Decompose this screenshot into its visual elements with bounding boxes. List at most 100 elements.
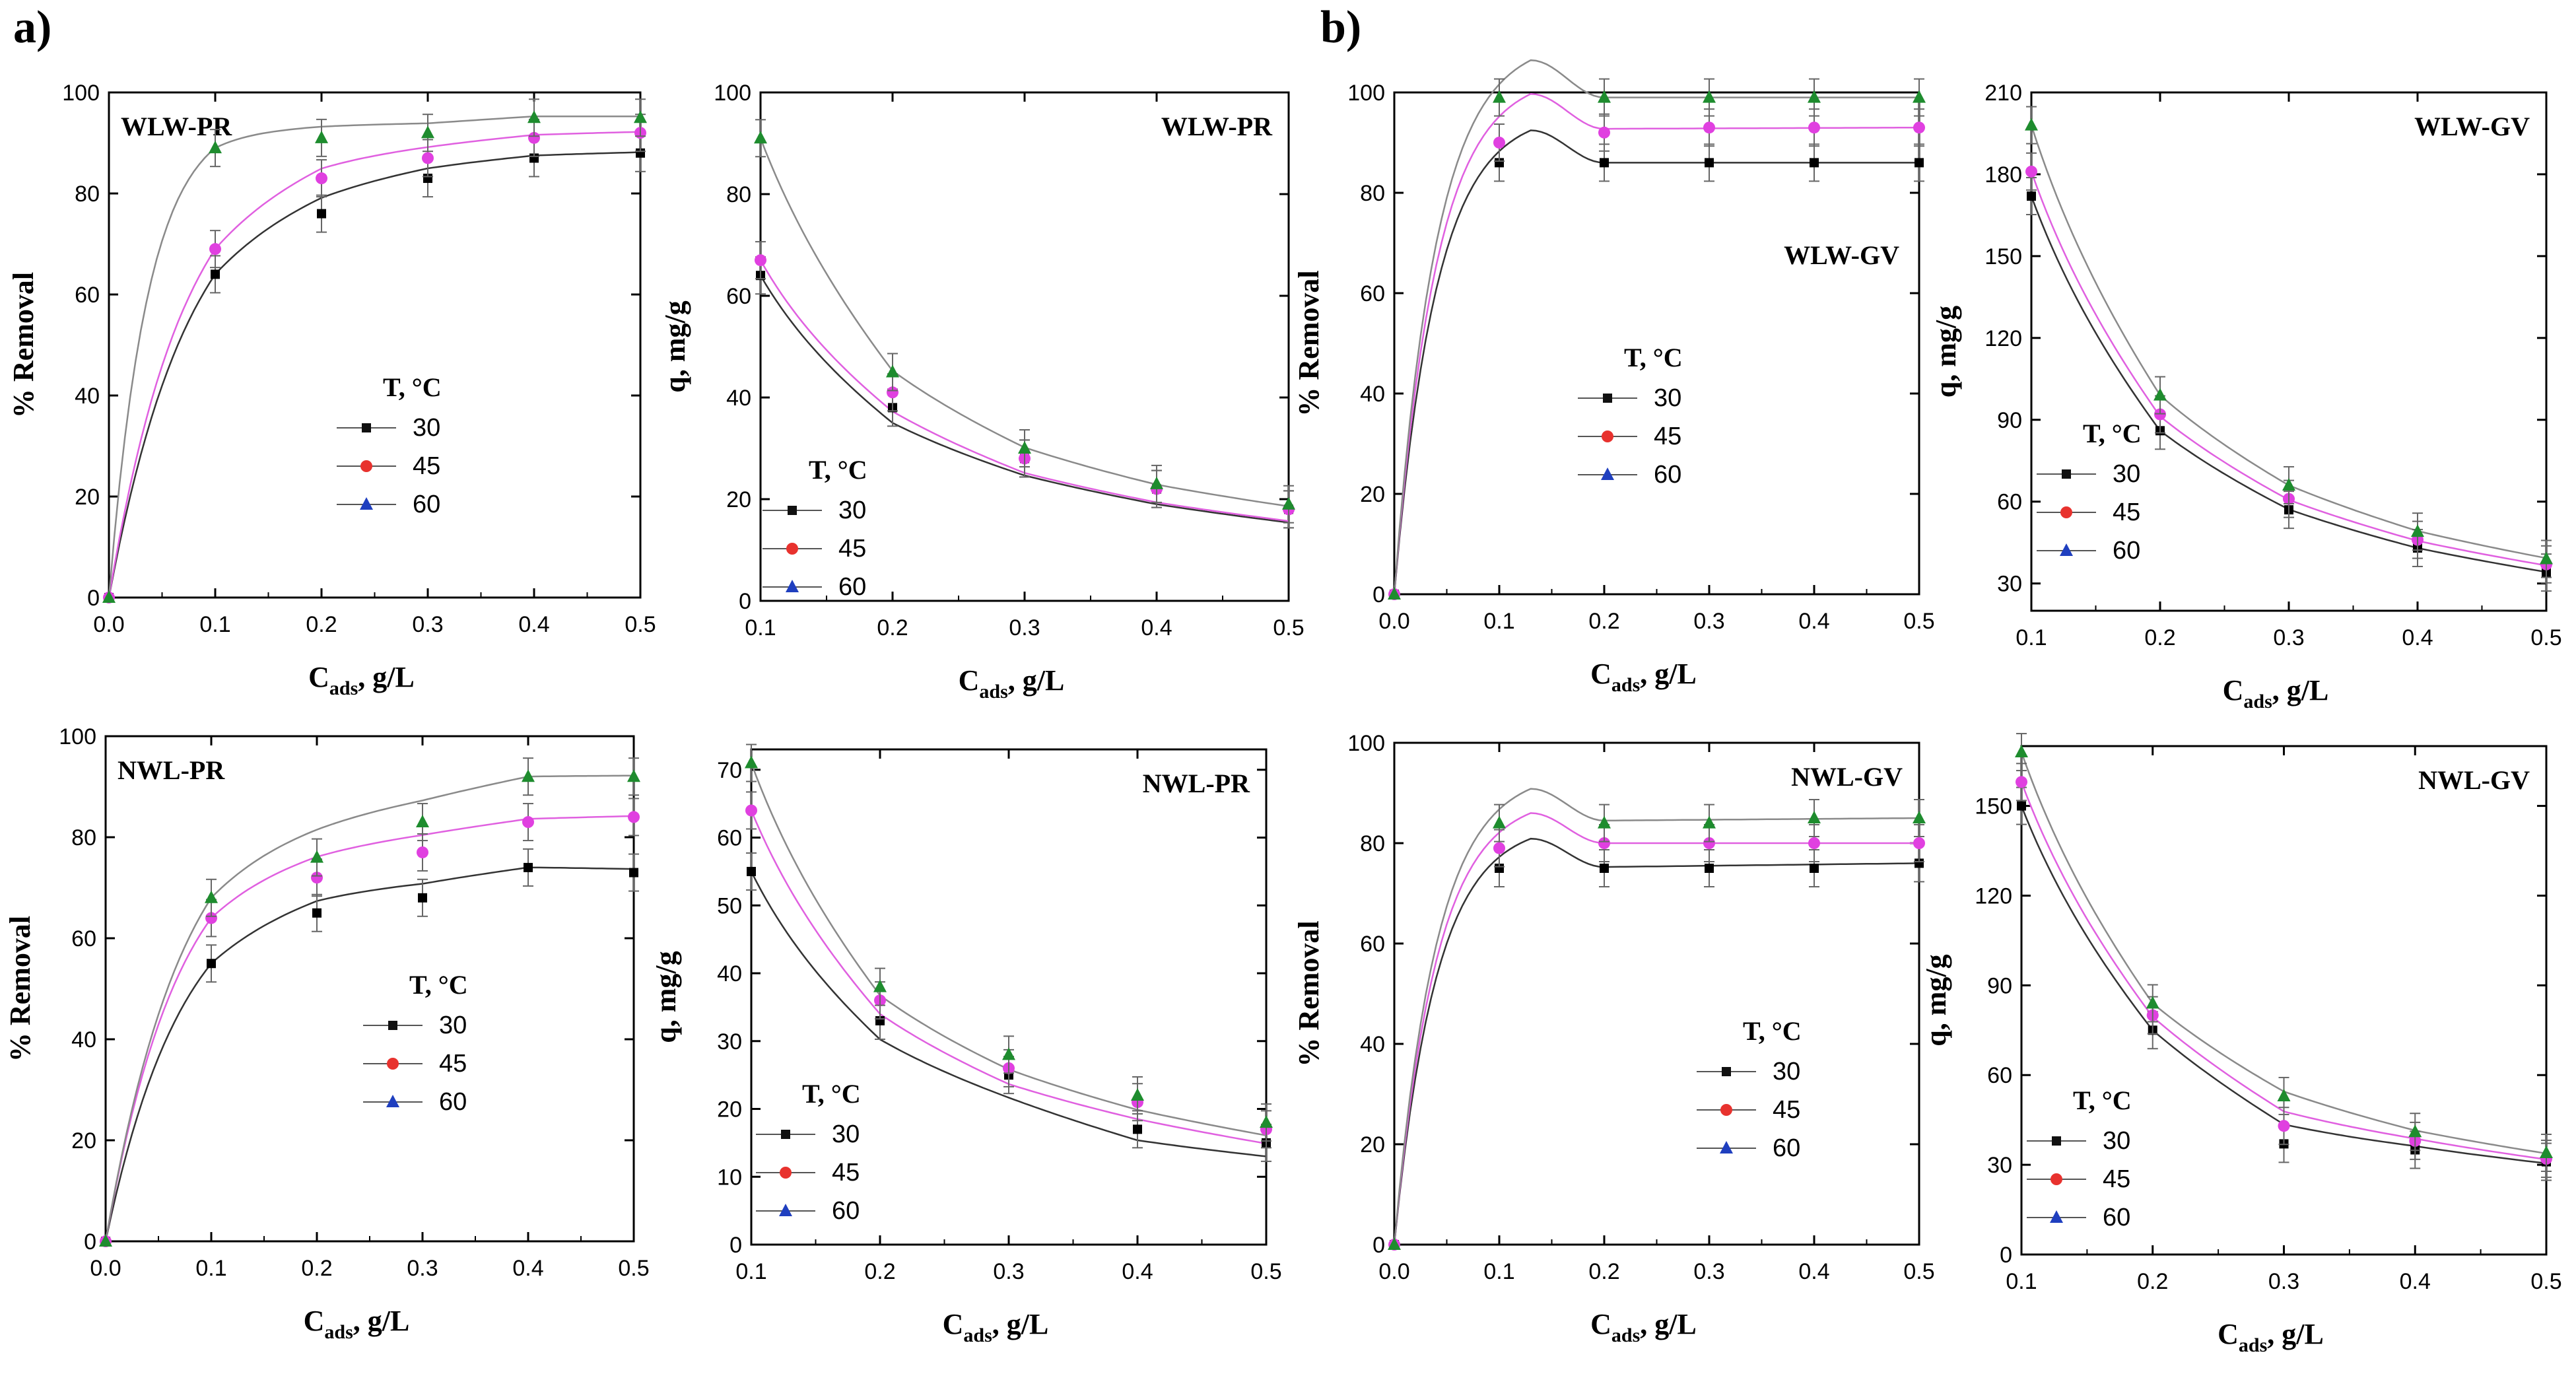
data-point-30 xyxy=(2017,801,2026,811)
x-tick-label: 0.4 xyxy=(1798,1259,1829,1284)
data-point-45 xyxy=(1598,837,1610,849)
legend-label-45: 45 xyxy=(1654,423,1681,450)
panel-label-b: b) xyxy=(1320,2,1362,53)
chart-b-bottom-left: 0.0 0.1 0.2 0.3 0.4 0.5 0 20 40 60 80 100 Cads, g/L%… xyxy=(1293,731,1935,1346)
x-tick-label: 0.1 xyxy=(745,615,776,640)
y-axis-label: % Removal xyxy=(7,272,40,418)
legend-label-60: 60 xyxy=(2113,537,2140,565)
y-tick-label: 60 xyxy=(1360,281,1385,306)
data-point-60 xyxy=(205,890,218,903)
data-point-60 xyxy=(1018,441,1031,454)
data-point-60 xyxy=(1388,587,1401,600)
legend: T, °C 30 45 60 xyxy=(2037,419,2142,565)
y-axis-label: % Removal xyxy=(1293,270,1325,416)
x-tick-label: 0.4 xyxy=(1798,609,1829,634)
data-point-45 xyxy=(2016,776,2027,788)
legend-label-30: 30 xyxy=(2113,460,2140,488)
x-tick-label: 0.5 xyxy=(1903,609,1934,634)
x-tick-label: 0.3 xyxy=(407,1256,438,1281)
plot-frame xyxy=(750,748,1268,1246)
legend-label-45: 45 xyxy=(413,452,440,480)
series-line-30 xyxy=(759,275,1289,524)
legend-label-60: 60 xyxy=(1654,461,1681,489)
x-axis-label: Cads, g/L xyxy=(1590,1308,1697,1346)
legend-marker-60 xyxy=(2050,1210,2063,1223)
legend-label-45: 45 xyxy=(439,1050,467,1078)
series-line-45 xyxy=(108,131,641,598)
data-point-30 xyxy=(1810,864,1819,873)
y-tick-label: 80 xyxy=(71,825,96,850)
data-point-60 xyxy=(754,131,767,144)
series-line-30 xyxy=(750,871,1267,1157)
data-point-60 xyxy=(2146,996,2159,1009)
x-tick-label: 0.2 xyxy=(877,615,908,640)
legend-marker-30 xyxy=(2062,469,2071,479)
data-point-60 xyxy=(1282,497,1295,510)
legend-label-60: 60 xyxy=(1773,1134,1800,1162)
x-tick-label: 0.3 xyxy=(993,1259,1024,1284)
y-tick-label: 20 xyxy=(726,487,751,512)
data-point-30 xyxy=(1915,858,1924,868)
x-tick-label: 0.4 xyxy=(2400,1269,2431,1294)
data-point-45 xyxy=(528,131,540,144)
x-tick-label: 0.5 xyxy=(2530,625,2561,650)
data-point-30 xyxy=(1600,158,1609,168)
legend-marker-60 xyxy=(786,580,799,592)
legend: T, °C 30 45 60 xyxy=(363,970,468,1116)
data-point-45 xyxy=(417,846,428,858)
data-point-60 xyxy=(745,755,758,769)
data-point-60 xyxy=(2277,1088,2291,1101)
data-point-45 xyxy=(316,172,327,185)
y-tick-label: 70 xyxy=(717,758,742,783)
data-point-45 xyxy=(2278,1120,2290,1132)
data-point-60 xyxy=(310,850,323,863)
y-tick-label: 100 xyxy=(1347,81,1385,106)
chart-title: NWL-PR xyxy=(118,755,225,785)
legend-label-30: 30 xyxy=(2103,1127,2130,1155)
x-axis-label: Cads, g/L xyxy=(308,661,415,699)
y-tick-label: 20 xyxy=(717,1097,742,1122)
chart-b-top-right: 0.1 0.2 0.3 0.4 0.5 30 60 90 120 150 180 210 Cads, g… xyxy=(1930,81,2562,712)
x-tick-label: 0.5 xyxy=(625,612,656,637)
data-point-60 xyxy=(1598,815,1611,829)
y-axis-label: q, mg/g xyxy=(1920,954,1952,1046)
y-tick-label: 150 xyxy=(1984,244,2022,269)
y-axis-label: q, mg/g xyxy=(1930,306,1962,397)
x-axis-label: Cads, g/L xyxy=(304,1305,410,1343)
x-tick-label: 0.3 xyxy=(412,612,443,637)
data-point-60 xyxy=(1493,815,1506,829)
x-tick-label: 0.5 xyxy=(1250,1259,1281,1284)
panel-label-a: a) xyxy=(13,2,52,53)
y-tick-label: 100 xyxy=(62,81,100,106)
y-tick-label: 20 xyxy=(71,1128,96,1153)
legend-label-60: 60 xyxy=(838,573,866,601)
series-line-30 xyxy=(1393,129,1919,595)
y-tick-label: 100 xyxy=(1347,731,1385,756)
data-point-60 xyxy=(2025,118,2038,131)
legend-marker-45 xyxy=(1602,430,1613,442)
x-tick-label: 0.2 xyxy=(2144,625,2175,650)
data-point-60 xyxy=(1150,476,1163,489)
legend-title: T, °C xyxy=(809,455,867,485)
data-point-60 xyxy=(99,1234,112,1247)
data-point-45 xyxy=(745,804,757,817)
series-line-45 xyxy=(1393,812,1919,1245)
y-tick-label: 80 xyxy=(726,182,751,207)
data-point-60 xyxy=(1703,90,1716,103)
data-point-30 xyxy=(1810,158,1819,168)
y-tick-label: 30 xyxy=(717,1029,742,1054)
x-tick-label: 0.1 xyxy=(2006,1269,2037,1294)
data-point-45 xyxy=(422,152,434,164)
data-point-60 xyxy=(2015,745,2028,758)
legend-marker-45 xyxy=(780,1167,792,1179)
x-tick-label: 0.1 xyxy=(1483,609,1514,634)
y-tick-label: 20 xyxy=(1360,482,1385,507)
data-point-60 xyxy=(873,979,887,992)
x-tick-label: 0.5 xyxy=(1903,1259,1934,1284)
data-point-60 xyxy=(627,769,640,782)
legend-marker-60 xyxy=(386,1095,399,1107)
legend-label-60: 60 xyxy=(439,1088,467,1116)
legend-marker-45 xyxy=(387,1058,399,1070)
plot-frame xyxy=(759,91,1290,602)
legend-marker-30 xyxy=(1722,1067,1731,1076)
